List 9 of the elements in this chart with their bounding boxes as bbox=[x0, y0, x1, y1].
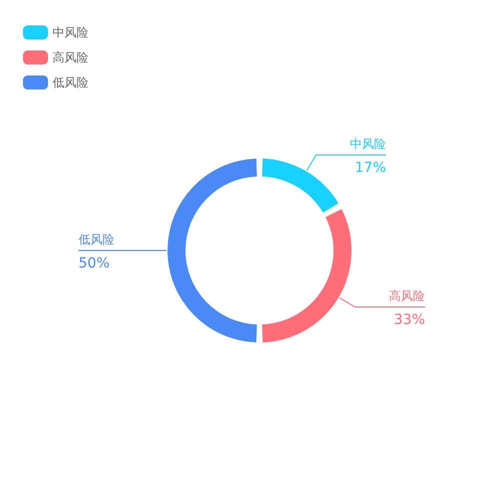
slice-label: 低风险 bbox=[78, 232, 114, 246]
data-label: 17% bbox=[354, 160, 386, 176]
slice-label: 中风险 bbox=[350, 136, 386, 151]
data-label: 33% bbox=[394, 312, 426, 328]
legend-label: 中风险 bbox=[52, 26, 88, 40]
slice-label: 高风险 bbox=[389, 289, 426, 304]
legend-label: 低风险 bbox=[52, 76, 88, 90]
legend-label: 高风险 bbox=[52, 50, 88, 64]
data-label: 50% bbox=[78, 256, 110, 272]
